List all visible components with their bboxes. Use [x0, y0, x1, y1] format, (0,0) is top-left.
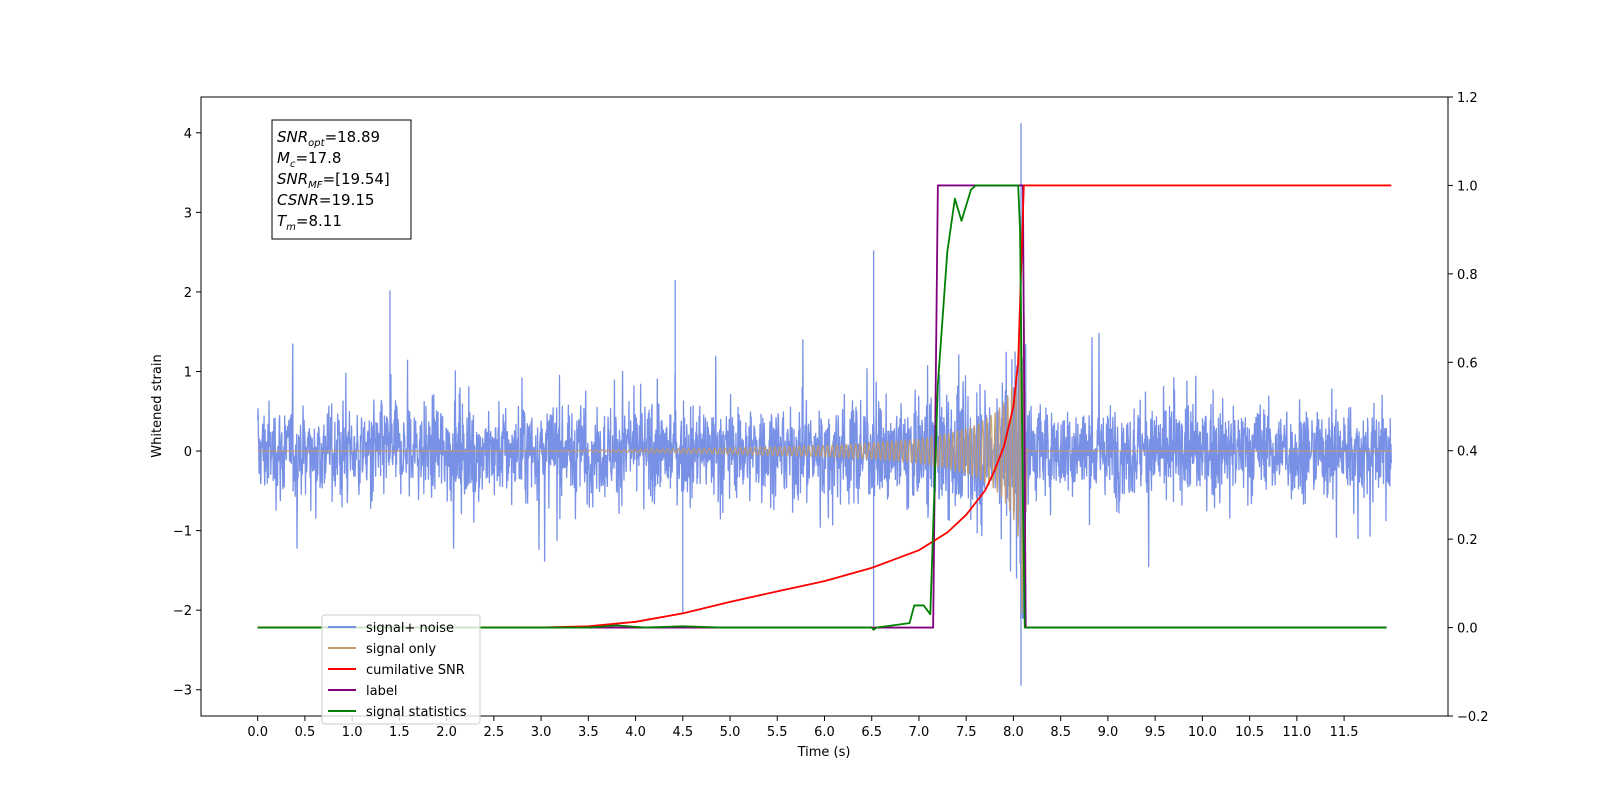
y2-tick-label: 0.4	[1457, 445, 1478, 460]
y-tick-label: 1	[184, 365, 192, 380]
x-axis-label: Time (s)	[797, 745, 851, 760]
info-box-line: Mc=17.8	[277, 149, 341, 170]
y-axis-label: Whitened strain	[150, 354, 165, 457]
x-tick-label: 10.5	[1235, 725, 1264, 740]
x-tick-label: 3.0	[531, 725, 552, 740]
x-tick-label: 2.0	[436, 725, 457, 740]
x-tick-label: 10.0	[1188, 725, 1217, 740]
x-tick-label: 1.0	[342, 725, 363, 740]
y-tick-label: −3	[173, 684, 192, 699]
y2-tick-label: 0.2	[1457, 533, 1478, 548]
legend-entry: signal only	[366, 642, 436, 657]
legend-entry: label	[366, 684, 397, 699]
series-cumulative-snr	[257, 184, 1392, 629]
series-label	[257, 184, 1387, 629]
info-box: SNRopt=18.89Mc=17.8SNRMF=[19.54]CSNR=19.…	[271, 119, 412, 240]
x-tick-label: 0.5	[295, 725, 316, 740]
y2-tick-label: 0.6	[1457, 356, 1478, 371]
y-tick-label: −2	[173, 604, 192, 619]
x-tick-label: 7.0	[909, 725, 930, 740]
y2-tick-label: 1.2	[1457, 91, 1478, 106]
y-tick-label: −1	[173, 525, 192, 540]
x-tick-label: 6.5	[861, 725, 882, 740]
y2-tick-label: 1.0	[1457, 179, 1478, 194]
x-tick-label: 11.5	[1330, 725, 1359, 740]
plot-area	[257, 123, 1392, 686]
legend-entry: cumilative SNR	[366, 663, 465, 678]
legend: signal+ noise signal only cumilative SNR la…	[321, 614, 481, 725]
x-tick-label: 5.0	[720, 725, 741, 740]
x-tick-label: 2.5	[484, 725, 505, 740]
y-tick-label: 2	[184, 286, 192, 301]
legend-entry: signal statistics	[366, 705, 467, 720]
legend-entry: signal+ noise	[366, 621, 454, 636]
x-tick-label: 5.5	[767, 725, 788, 740]
series-signal-statistics	[257, 184, 1387, 631]
series-signal-noise	[257, 123, 1392, 686]
y2-tick-label: −0.2	[1457, 710, 1489, 725]
info-box-frame	[271, 119, 412, 240]
x-tick-label: 7.5	[956, 725, 977, 740]
legend-frame	[321, 614, 481, 725]
x-tick-label: 0.0	[247, 725, 268, 740]
y-tick-label: 3	[184, 206, 192, 221]
x-tick-label: 8.5	[1050, 725, 1071, 740]
series-signal-only	[257, 315, 1392, 614]
x-tick-label: 4.5	[672, 725, 693, 740]
x-tick-label: 9.5	[1145, 725, 1166, 740]
x-tick-label: 1.5	[389, 725, 410, 740]
info-box-line: SNRMF=[19.54]	[277, 170, 390, 191]
x-tick-label: 9.0	[1098, 725, 1119, 740]
axes: 0.0 0.5 1.0 1.5 2.0 2.5 3.0 3.5 4.0 4.5 5.0 5.5 6.0 6…	[173, 91, 1489, 740]
info-box-line: Tm=8.11	[277, 212, 342, 233]
x-tick-label: 8.0	[1003, 725, 1024, 740]
x-tick-label: 6.0	[814, 725, 835, 740]
info-box-line: SNRopt=18.89	[277, 128, 380, 149]
x-tick-label: 11.0	[1282, 725, 1311, 740]
y2-tick-label: 0.8	[1457, 268, 1478, 283]
y-tick-label: 4	[184, 127, 192, 142]
info-box-line: CSNR=19.15	[277, 191, 374, 209]
y-tick-label: 0	[184, 445, 192, 460]
y2-tick-label: 0.0	[1457, 622, 1478, 637]
x-tick-label: 3.5	[578, 725, 599, 740]
x-tick-label: 4.0	[625, 725, 646, 740]
